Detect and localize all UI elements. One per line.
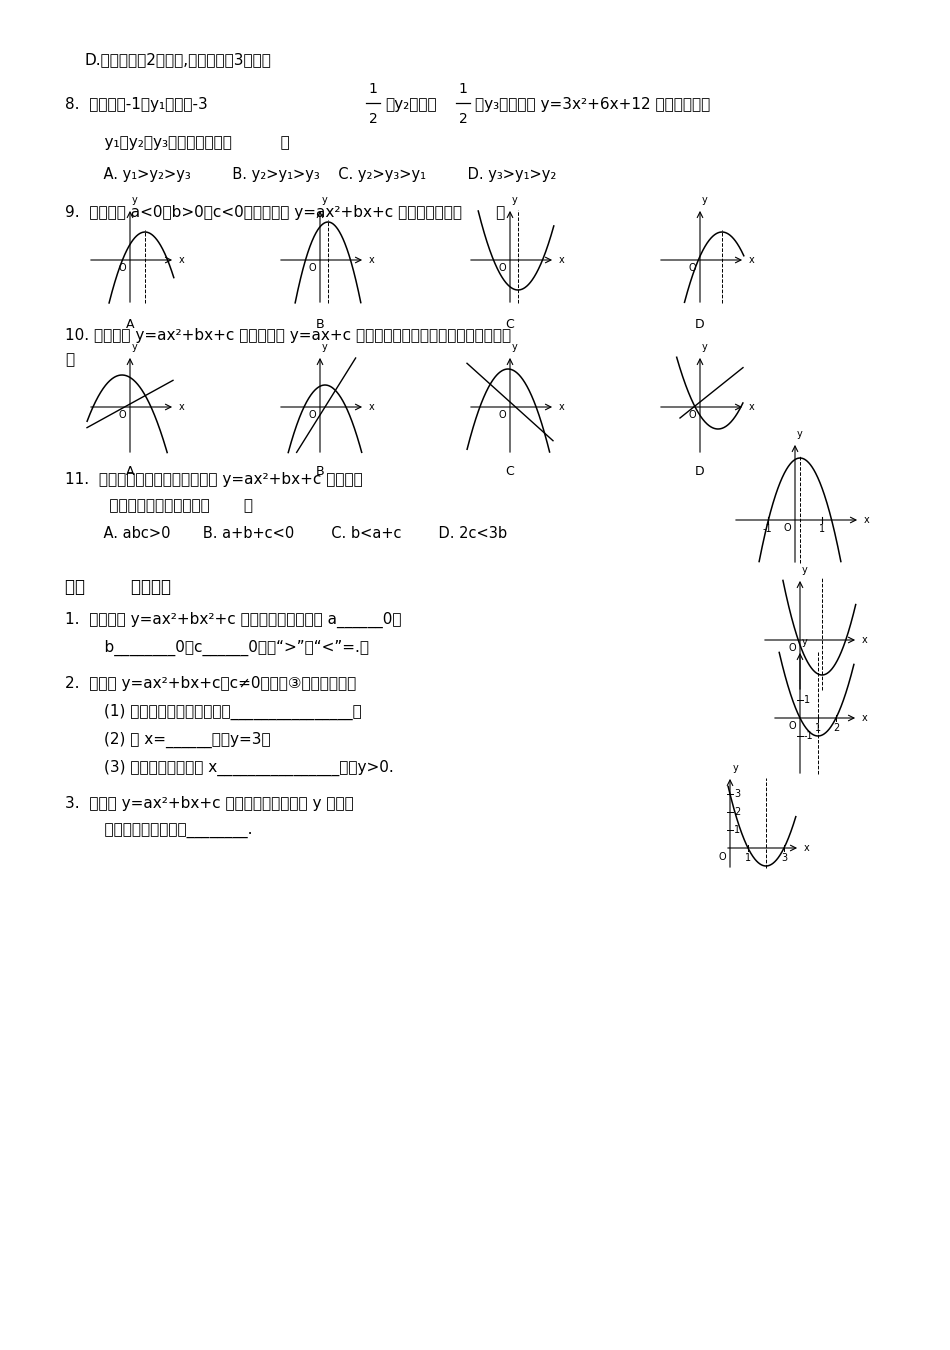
- Text: y: y: [802, 566, 808, 575]
- Text: y: y: [322, 194, 328, 205]
- Text: O: O: [309, 263, 316, 273]
- Text: y: y: [797, 429, 803, 439]
- Text: 9.  如图，若 a<0，b>0，c<0，则抛物线 y=ax²+bx+c 的大致图象为（       ）: 9. 如图，若 a<0，b>0，c<0，则抛物线 y=ax²+bx+c 的大致图…: [65, 205, 505, 220]
- Text: O: O: [788, 643, 796, 653]
- Text: x: x: [559, 402, 564, 412]
- Text: y: y: [322, 342, 328, 352]
- Text: ）: ）: [65, 352, 74, 367]
- Text: O: O: [689, 263, 696, 273]
- Text: x: x: [862, 713, 867, 724]
- Text: y₁、y₂、y₃的大小关系是（          ）: y₁、y₂、y₃的大小关系是（ ）: [85, 135, 290, 150]
- Text: A. y₁>y₂>y₃         B. y₂>y₁>y₃    C. y₂>y₃>y₁         D. y₃>y₁>y₂: A. y₁>y₂>y₃ B. y₂>y₁>y₃ C. y₂>y₃>y₁ D. y…: [85, 167, 557, 182]
- Text: 的抛物线的表达式是________.: 的抛物线的表达式是________.: [85, 824, 253, 840]
- Text: O: O: [119, 410, 126, 420]
- Text: A: A: [125, 464, 134, 478]
- Text: x: x: [804, 842, 809, 853]
- Text: x: x: [559, 255, 564, 265]
- Text: -1: -1: [762, 524, 771, 535]
- Text: 1: 1: [734, 825, 740, 836]
- Text: b________0，c______0（填“>”或“<”=.）: b________0，c______0（填“>”或“<”=.）: [85, 640, 369, 656]
- Text: D: D: [695, 464, 705, 478]
- Text: 1: 1: [745, 853, 751, 863]
- Text: 二、        填空题：: 二、 填空题：: [65, 578, 171, 595]
- Text: 1: 1: [369, 82, 377, 96]
- Text: 2.  抛物线 y=ax²+bx+c（c≠0）如图③所示，回答：: 2. 抛物线 y=ax²+bx+c（c≠0）如图③所示，回答：: [65, 676, 356, 691]
- Text: 2: 2: [369, 112, 377, 126]
- Text: y: y: [132, 194, 138, 205]
- Text: y: y: [512, 194, 518, 205]
- Text: x: x: [369, 402, 374, 412]
- Text: 2: 2: [734, 807, 740, 817]
- Text: O: O: [119, 263, 126, 273]
- Text: 1: 1: [804, 695, 810, 705]
- Text: 3: 3: [781, 853, 787, 863]
- Text: x: x: [749, 255, 754, 265]
- Text: D: D: [695, 319, 705, 331]
- Text: 1: 1: [819, 524, 825, 535]
- Text: 1: 1: [815, 724, 821, 733]
- Text: x: x: [179, 402, 184, 412]
- Text: y: y: [702, 342, 708, 352]
- Text: 3: 3: [734, 788, 740, 799]
- Text: 10. 二次函数 y=ax²+bx+c 与一次函数 y=ax+c 在同一坐标系中的图象大致是图中的（: 10. 二次函数 y=ax²+bx+c 与一次函数 y=ax+c 在同一坐标系中…: [65, 328, 511, 343]
- Text: x: x: [369, 255, 374, 265]
- Text: B: B: [315, 464, 324, 478]
- Text: O: O: [689, 410, 696, 420]
- Text: 11.  如图，坐标系中抛物线是函数 y=ax²+bx+c 的图象，: 11. 如图，坐标系中抛物线是函数 y=ax²+bx+c 的图象，: [65, 472, 363, 487]
- Text: y: y: [802, 637, 808, 647]
- Text: A. abc>0       B. a+b+c<0        C. b<a+c        D. 2c<3b: A. abc>0 B. a+b+c<0 C. b<a+c D. 2c<3b: [85, 526, 507, 541]
- Text: O: O: [718, 852, 726, 863]
- Text: A: A: [125, 319, 134, 331]
- Text: C: C: [505, 464, 514, 478]
- Text: y: y: [132, 342, 138, 352]
- Text: (3) 根据图象回答：当 x________________时，y>0.: (3) 根据图象回答：当 x________________时，y>0.: [65, 760, 393, 776]
- Text: ，y₂）、（: ，y₂）、（: [385, 97, 437, 112]
- Text: 3.  抛物线 y=ax²+bx+c 如图所示，则它关于 y 轴对称: 3. 抛物线 y=ax²+bx+c 如图所示，则它关于 y 轴对称: [65, 796, 353, 811]
- Text: O: O: [788, 721, 796, 730]
- Text: 1.  二次函数 y=ax²+bx²+c 的图象如图所示，则 a______0，: 1. 二次函数 y=ax²+bx²+c 的图象如图所示，则 a______0，: [65, 612, 402, 628]
- Text: 2: 2: [833, 724, 839, 733]
- Text: x: x: [862, 634, 867, 645]
- Text: x: x: [179, 255, 184, 265]
- Text: y: y: [733, 763, 739, 774]
- Text: O: O: [784, 522, 791, 533]
- Text: ，y₃）在函数 y=3x²+6x+12 的图象上，则: ，y₃）在函数 y=3x²+6x+12 的图象上，则: [475, 97, 711, 112]
- Text: B: B: [315, 319, 324, 331]
- Text: 8.  已知点（-1，y₁）、（-3: 8. 已知点（-1，y₁）、（-3: [65, 97, 208, 112]
- Text: y: y: [512, 342, 518, 352]
- Text: y: y: [702, 194, 708, 205]
- Text: O: O: [499, 410, 506, 420]
- Text: O: O: [309, 410, 316, 420]
- Text: x: x: [864, 514, 870, 525]
- Text: 则下列式子能成立的是（       ）: 则下列式子能成立的是（ ）: [85, 498, 253, 513]
- Text: D.先向右平移2个单位,再向上平移3个单位: D.先向右平移2个单位,再向上平移3个单位: [85, 53, 272, 68]
- Text: -1: -1: [804, 730, 813, 741]
- Text: 1: 1: [459, 82, 467, 96]
- Text: 2: 2: [459, 112, 467, 126]
- Text: (2) 当 x=______时，y=3；: (2) 当 x=______时，y=3；: [65, 732, 271, 748]
- Text: C: C: [505, 319, 514, 331]
- Text: (1) 这个二次函数的表达式是________________；: (1) 这个二次函数的表达式是________________；: [65, 703, 362, 720]
- Text: x: x: [749, 402, 754, 412]
- Text: O: O: [499, 263, 506, 273]
